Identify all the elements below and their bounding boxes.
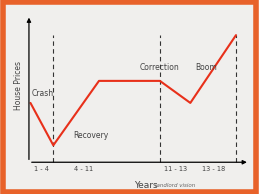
- Text: 1 - 4: 1 - 4: [34, 166, 49, 172]
- Text: 13 - 18: 13 - 18: [202, 166, 225, 172]
- Text: House Prices: House Prices: [14, 61, 23, 110]
- Text: Correction: Correction: [140, 63, 180, 72]
- Text: Boom: Boom: [195, 63, 217, 72]
- Text: landlord vision: landlord vision: [155, 183, 196, 188]
- Text: Recovery: Recovery: [73, 131, 108, 140]
- Text: Crash: Crash: [31, 89, 53, 98]
- Text: 4 - 11: 4 - 11: [74, 166, 93, 172]
- Text: 11 - 13: 11 - 13: [163, 166, 187, 172]
- Text: Years: Years: [134, 181, 158, 190]
